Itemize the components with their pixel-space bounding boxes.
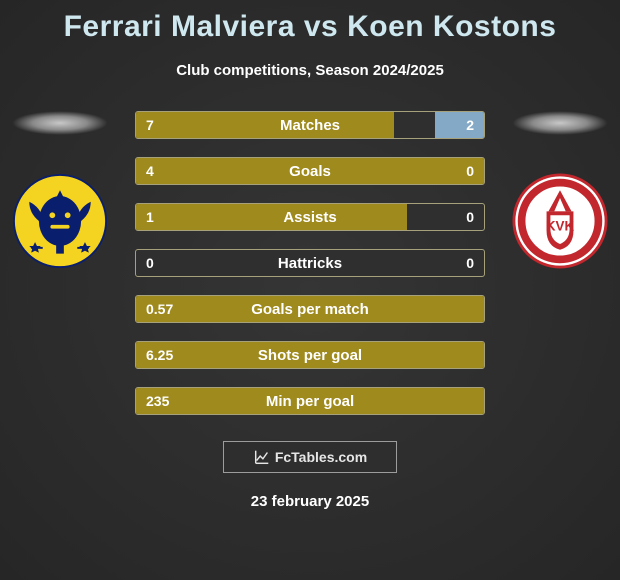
stat-label: Goals [136, 163, 484, 180]
player-left-silhouette [12, 111, 108, 135]
stat-row: 40Goals [135, 157, 485, 185]
subtitle: Club competitions, Season 2024/2025 [0, 62, 620, 79]
generated-date: 23 february 2025 [0, 493, 620, 510]
stat-label: Matches [136, 117, 484, 134]
player-right-silhouette [512, 111, 608, 135]
chart-icon [253, 448, 271, 466]
stat-label: Goals per match [136, 301, 484, 318]
player-left-column [0, 111, 120, 269]
stats-bars: 72Matches 40Goals 10Assists 00Hattricks 0.57… [135, 111, 485, 415]
watermark-text: FcTables.com [275, 449, 367, 465]
stat-label: Min per goal [136, 393, 484, 410]
stat-row: 72Matches [135, 111, 485, 139]
watermark: FcTables.com [223, 441, 397, 473]
stat-row: 6.25Shots per goal [135, 341, 485, 369]
page-title: Ferrari Malviera vs Koen Kostons [0, 0, 620, 44]
club-badge-left [12, 173, 108, 269]
stat-label: Shots per goal [136, 347, 484, 364]
comparison-panel: KVK 72Matches 40Goals 10Assists 00Hattricks… [0, 111, 620, 415]
stat-row: 10Assists [135, 203, 485, 231]
player-right-column: KVK [500, 111, 620, 269]
stat-row: 0.57Goals per match [135, 295, 485, 323]
svg-text:KVK: KVK [546, 219, 575, 234]
stat-label: Assists [136, 209, 484, 226]
stat-label: Hattricks [136, 255, 484, 272]
club-badge-right: KVK [512, 173, 608, 269]
stat-row: 235Min per goal [135, 387, 485, 415]
stat-row: 00Hattricks [135, 249, 485, 277]
